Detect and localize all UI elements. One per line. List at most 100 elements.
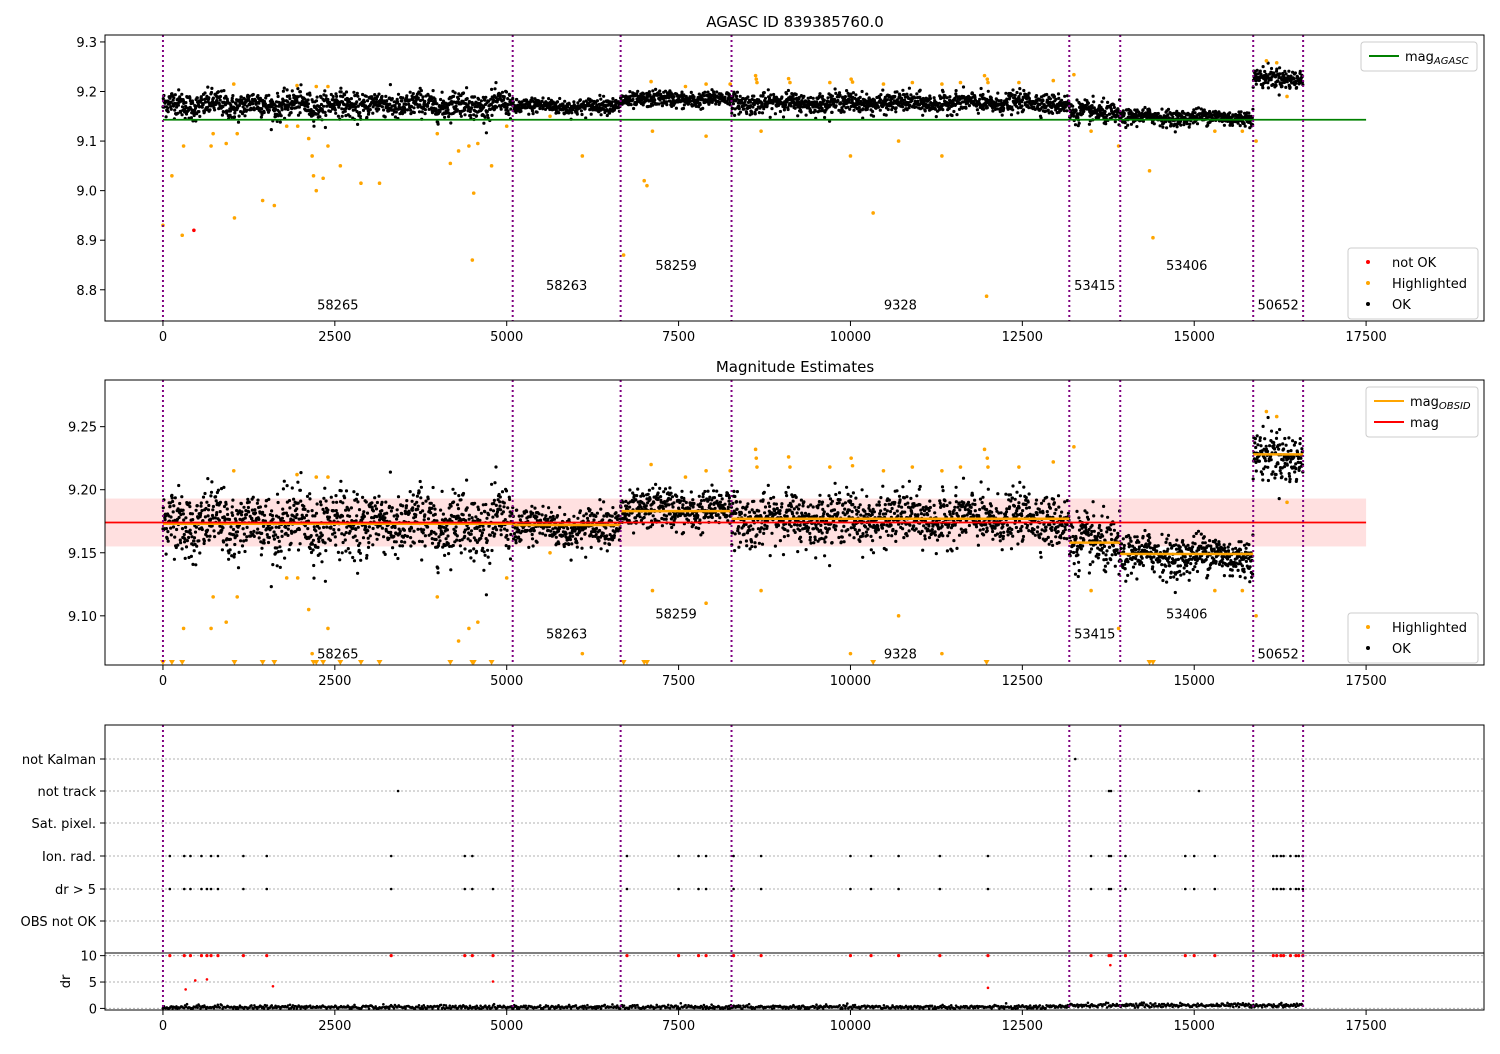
ok-point bbox=[463, 113, 466, 116]
ok-point bbox=[270, 128, 273, 131]
ok-point bbox=[653, 98, 656, 101]
ok-point bbox=[181, 527, 184, 530]
ok-point bbox=[532, 112, 535, 115]
highlighted-point bbox=[310, 154, 314, 158]
ok-point bbox=[490, 114, 493, 117]
ok-point bbox=[460, 551, 463, 554]
ok-point bbox=[225, 543, 228, 546]
ok-point bbox=[195, 509, 198, 512]
ok-point bbox=[291, 89, 294, 92]
ok-point bbox=[1287, 70, 1290, 73]
ok-point bbox=[1196, 122, 1199, 125]
ok-point bbox=[395, 518, 398, 521]
ok-point bbox=[318, 115, 321, 118]
ok-point bbox=[252, 496, 255, 499]
ok-point bbox=[272, 518, 275, 521]
ok-point bbox=[506, 106, 509, 109]
highlighted-point bbox=[986, 81, 990, 85]
not-ok-legend-marker bbox=[1366, 260, 1370, 264]
ok-point bbox=[412, 92, 415, 95]
ok-point bbox=[204, 101, 207, 104]
ok-point bbox=[246, 498, 249, 501]
ok-point bbox=[1130, 123, 1133, 126]
ok-point bbox=[437, 571, 440, 574]
ok-point bbox=[366, 511, 369, 514]
panel1-title: AGASC ID 839385760.0 bbox=[706, 13, 884, 31]
ok-point bbox=[848, 98, 851, 101]
ok-point bbox=[286, 534, 289, 537]
ok-point bbox=[219, 99, 222, 102]
ok-point bbox=[401, 504, 404, 507]
ok-point bbox=[356, 572, 359, 575]
ok-point bbox=[500, 108, 503, 111]
highlighted-point bbox=[295, 84, 299, 88]
highlighted-point bbox=[296, 124, 300, 128]
ok-point bbox=[486, 549, 489, 552]
ok-point bbox=[253, 535, 256, 538]
ok-point bbox=[885, 114, 888, 117]
ok-point bbox=[495, 504, 498, 507]
ok-point bbox=[419, 496, 422, 499]
ok-point bbox=[288, 506, 291, 509]
ok-point bbox=[372, 509, 375, 512]
ok-point bbox=[398, 103, 401, 106]
highlighted-point bbox=[759, 129, 763, 133]
ok-point bbox=[736, 91, 739, 94]
ok-point bbox=[190, 116, 193, 119]
ok-point bbox=[259, 505, 262, 508]
ok-point bbox=[951, 114, 954, 117]
ok-point bbox=[507, 545, 510, 548]
ok-point bbox=[299, 489, 302, 492]
ok-point bbox=[1197, 106, 1200, 109]
ok-point bbox=[946, 114, 949, 117]
ok-point bbox=[465, 86, 468, 89]
ok-point bbox=[356, 493, 359, 496]
ok-point bbox=[233, 543, 236, 546]
ok-point bbox=[354, 528, 357, 531]
ok-point bbox=[260, 547, 263, 550]
ok-point bbox=[309, 547, 312, 550]
ok-point bbox=[169, 527, 172, 530]
ok-point bbox=[377, 93, 380, 96]
panel1-xtick-label: 7500 bbox=[662, 330, 695, 345]
ok-point bbox=[600, 113, 603, 116]
ok-point bbox=[1270, 67, 1273, 70]
ok-point bbox=[657, 102, 660, 105]
ok-point bbox=[838, 91, 841, 94]
ok-point bbox=[466, 97, 469, 100]
ok-legend-label: OK bbox=[1392, 298, 1411, 313]
ok-point bbox=[1020, 104, 1023, 107]
highlighted-point bbox=[180, 233, 184, 237]
ok-point bbox=[356, 95, 359, 98]
ok-point bbox=[181, 547, 184, 550]
ok-point bbox=[260, 553, 263, 556]
ok-point bbox=[411, 506, 414, 509]
ok-point bbox=[1255, 83, 1258, 86]
ok-point bbox=[1143, 106, 1146, 109]
ok-point bbox=[352, 91, 355, 94]
ok-point bbox=[1278, 72, 1281, 75]
ok-point bbox=[382, 108, 385, 111]
ok-point bbox=[919, 89, 922, 92]
ok-point bbox=[1015, 91, 1018, 94]
ok-point bbox=[1087, 102, 1090, 105]
ok-point bbox=[420, 486, 423, 489]
ok-point bbox=[316, 546, 319, 549]
ok-point bbox=[367, 537, 370, 540]
ok-point bbox=[409, 536, 412, 539]
ok-point bbox=[648, 90, 651, 93]
ok-point bbox=[396, 557, 399, 560]
ok-point bbox=[172, 96, 175, 99]
ok-point bbox=[1104, 122, 1107, 125]
ok-point bbox=[412, 106, 415, 109]
highlighted-point bbox=[307, 137, 311, 141]
ok-point bbox=[247, 510, 250, 513]
ok-point bbox=[381, 95, 384, 98]
ok-point bbox=[515, 98, 518, 101]
ok-point bbox=[311, 509, 314, 512]
ok-point bbox=[185, 545, 188, 548]
ok-point bbox=[318, 527, 321, 530]
ok-point bbox=[847, 92, 850, 95]
ok-point bbox=[358, 508, 361, 511]
ok-point bbox=[173, 109, 176, 112]
